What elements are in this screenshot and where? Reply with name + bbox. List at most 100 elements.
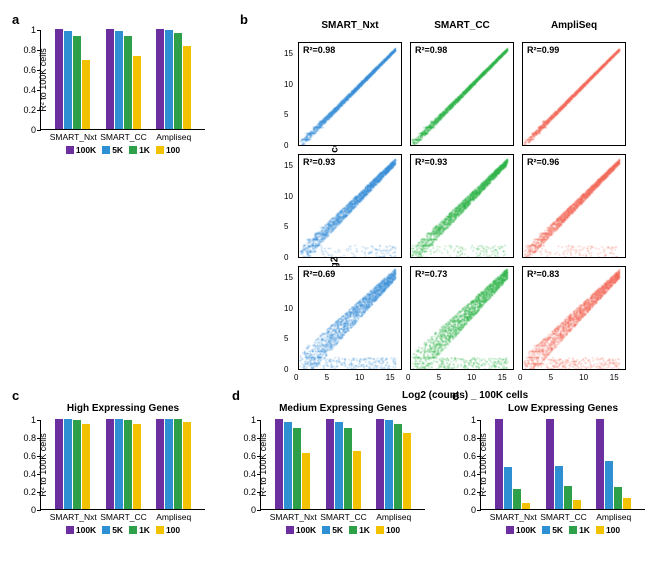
legend-item: 1K — [129, 525, 150, 535]
y-tick-label: 1 — [31, 25, 41, 35]
legend-label: 1K — [139, 145, 150, 155]
scatter-canvas — [299, 155, 401, 257]
bar-plot-area: High Expressing GenesR² to 100K cells00.… — [40, 420, 205, 510]
legend-item: 5K — [102, 525, 123, 535]
scatter-canvas — [411, 155, 513, 257]
bar — [165, 30, 173, 129]
panel-label-c: c — [12, 388, 19, 403]
y-tick-label: 0.8 — [23, 433, 41, 443]
legend-swatch — [349, 526, 357, 534]
bar — [275, 419, 283, 509]
legend-label: 100 — [166, 525, 180, 535]
scatter-cell: R²=0.96 — [522, 154, 626, 258]
y-axis-label: R² to 100K cells — [38, 48, 48, 112]
scatter-canvas — [411, 267, 513, 369]
legend: 100K5K1K100 — [41, 129, 205, 155]
legend-item: 100K — [66, 145, 96, 155]
bar — [106, 419, 114, 509]
panel-label-a: a — [12, 12, 19, 27]
scatter-x-tick: 15 — [610, 373, 619, 382]
bar-group — [495, 419, 530, 509]
legend-item: 5K — [542, 525, 563, 535]
bar — [614, 487, 622, 509]
legend-item: 1K — [349, 525, 370, 535]
legend: 100K 5K 1K 100 — [261, 509, 425, 535]
scatter-canvas — [523, 267, 625, 369]
bar-group — [106, 29, 141, 129]
bar — [504, 467, 512, 509]
legend-item: 100 — [596, 525, 620, 535]
bar — [564, 486, 572, 509]
legend-swatch — [156, 146, 164, 154]
bar — [165, 419, 173, 509]
y-tick-label: 0.4 — [463, 469, 481, 479]
scatter-x-tick: 10 — [579, 373, 588, 382]
scatter-y-tick: 10 — [284, 304, 293, 313]
bar — [73, 36, 81, 129]
bar-plot-area: R² to 100K cells00.20.40.60.81SMART_NxtS… — [40, 30, 205, 130]
scatter-y-tick: 5 — [284, 334, 288, 343]
legend-label: 100 — [166, 145, 180, 155]
r-squared-label: R²=0.98 — [303, 45, 335, 55]
bar — [183, 46, 191, 129]
scatter-y-tick: 0 — [284, 141, 288, 150]
scatter-y-tick: 5 — [284, 222, 288, 231]
r-squared-label: R²=0.69 — [303, 269, 335, 279]
r-squared-label: R²=0.93 — [303, 157, 335, 167]
bar — [353, 451, 361, 510]
scatter-x-tick: 0 — [406, 373, 410, 382]
scatter-x-tick: 15 — [386, 373, 395, 382]
r-squared-label: R²=0.96 — [527, 157, 559, 167]
r-squared-label: R²=0.83 — [527, 269, 559, 279]
legend-label: 100K — [296, 525, 316, 535]
y-tick-label: 0.2 — [243, 487, 261, 497]
bar-plot-area: Low Expressing GenesR² to 100K cells00.2… — [480, 420, 645, 510]
legend-swatch — [569, 526, 577, 534]
legend-label: 100 — [606, 525, 620, 535]
legend-label: 5K — [552, 525, 563, 535]
y-tick-label: 0.2 — [23, 487, 41, 497]
bar-group — [106, 419, 141, 509]
legend-item: 100K — [286, 525, 316, 535]
legend-label: 5K — [112, 525, 123, 535]
legend-label: 100K — [516, 525, 536, 535]
r-squared-label: R²=0.73 — [415, 269, 447, 279]
y-tick-label: 0.4 — [243, 469, 261, 479]
scatter-y-tick: 15 — [284, 49, 293, 58]
r-squared-label: R²=0.98 — [415, 45, 447, 55]
y-tick-label: 1 — [471, 415, 481, 425]
legend-label: 1K — [579, 525, 590, 535]
scatter-x-tick: 5 — [549, 373, 553, 382]
bar — [106, 29, 114, 129]
y-tick-label: 0.2 — [23, 105, 41, 115]
bar — [124, 420, 132, 509]
bar-chart-d: Medium Expressing GenesR² to 100K cells0… — [260, 420, 425, 510]
bar-group — [156, 29, 191, 129]
bar — [156, 29, 164, 129]
bar — [293, 428, 301, 509]
scatter-canvas — [411, 43, 513, 145]
y-tick-label: 0 — [471, 505, 481, 515]
bar — [55, 419, 63, 509]
bar — [555, 466, 563, 509]
legend-item: 100 — [156, 145, 180, 155]
legend-label: 100 — [386, 525, 400, 535]
scatter-cell: R²=0.93 — [410, 154, 514, 258]
scatter-y-tick: 10 — [284, 192, 293, 201]
y-tick-label: 0.6 — [243, 451, 261, 461]
scatter-x-tick: 10 — [355, 373, 364, 382]
legend: 100K 5K 1K 100 — [481, 509, 645, 535]
legend-swatch — [596, 526, 604, 534]
y-tick-label: 0.6 — [23, 451, 41, 461]
bar — [156, 419, 164, 509]
bar — [573, 500, 581, 509]
scatter-y-tick: 5 — [284, 110, 288, 119]
legend-item: 5K — [322, 525, 343, 535]
bar-chart-e: Low Expressing GenesR² to 100K cells00.2… — [480, 420, 645, 510]
legend-swatch — [322, 526, 330, 534]
bar-group — [596, 419, 631, 509]
y-tick-label: 0.4 — [23, 469, 41, 479]
y-tick-label: 0.2 — [463, 487, 481, 497]
bar — [385, 420, 393, 509]
scatter-x-tick: 0 — [294, 373, 298, 382]
